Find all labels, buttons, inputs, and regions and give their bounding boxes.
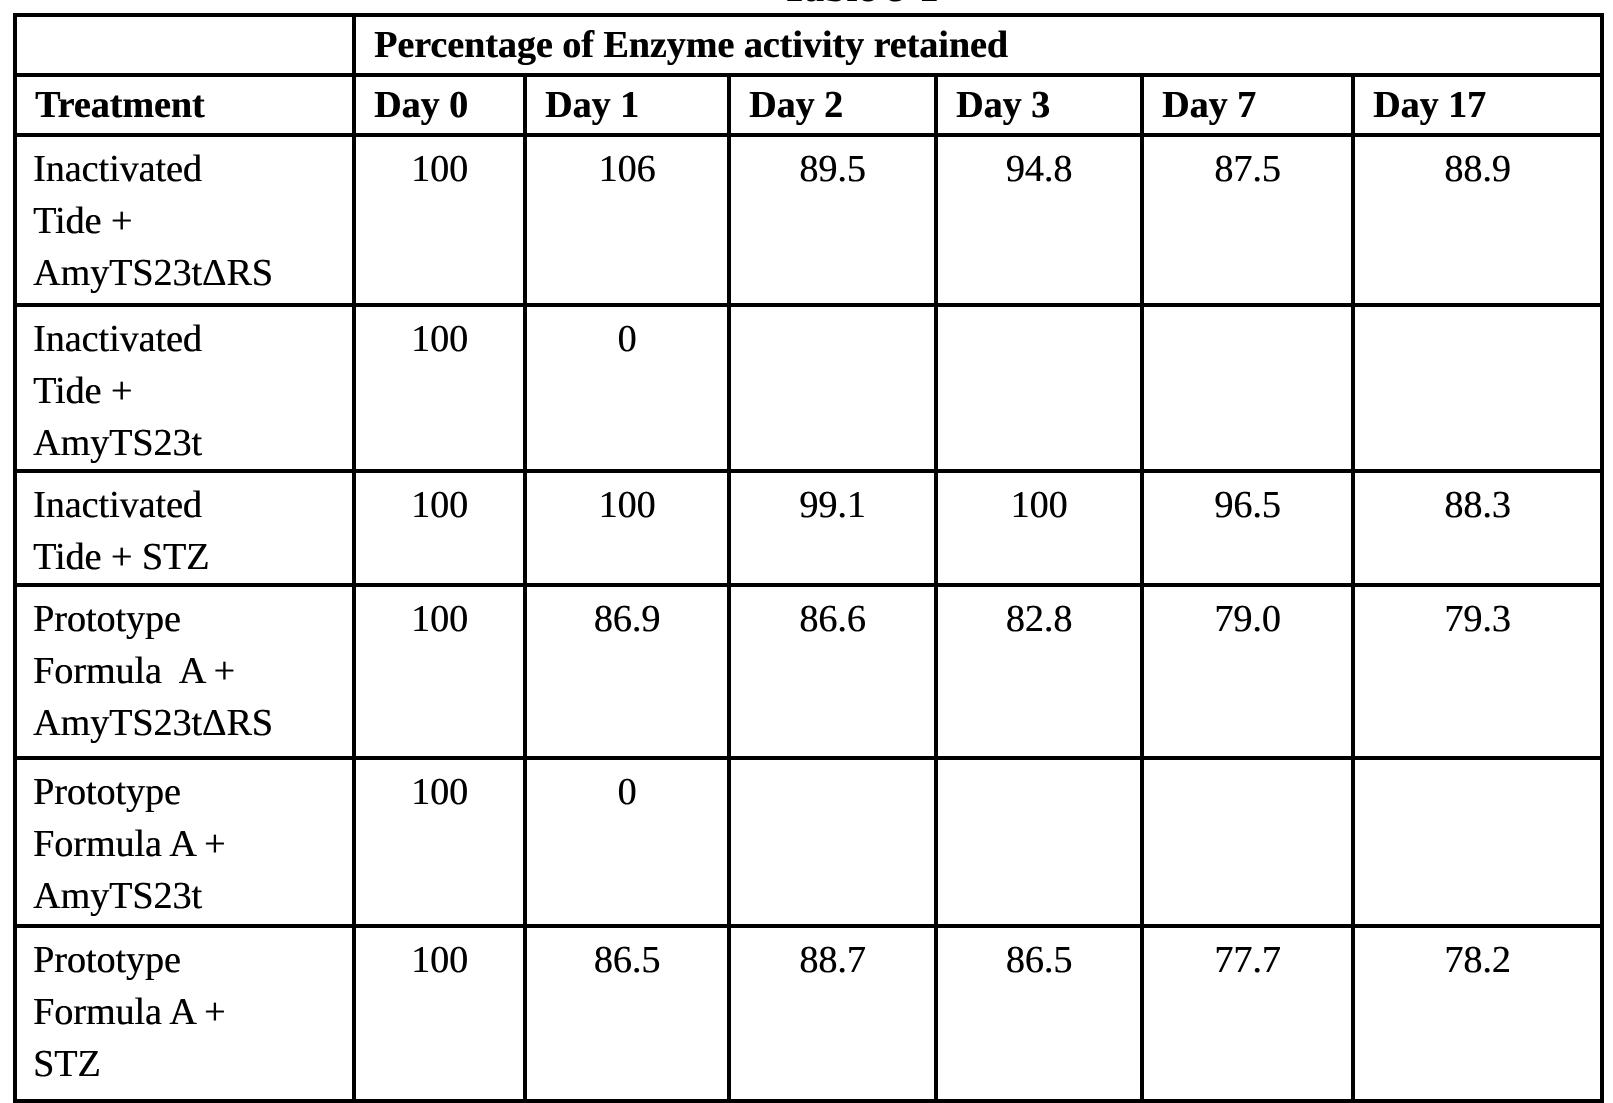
value-cell: 100 — [352, 756, 527, 928]
value-cell: 86.5 — [934, 924, 1144, 1103]
value-cell: 100 — [352, 303, 527, 473]
table-row: Prototype Formula A + AmyTS23tΔRS 100 86… — [13, 583, 1605, 760]
value-cell: 100 — [352, 583, 527, 760]
value-cell — [934, 756, 1144, 928]
value-cell: 100 — [352, 924, 527, 1103]
value-cell: 79.0 — [1140, 583, 1355, 760]
corner-empty-cell — [13, 13, 356, 77]
value-cell — [1350, 756, 1605, 928]
value-cell: 89.5 — [727, 133, 938, 307]
col-header-day-7: Day 7 — [1140, 73, 1355, 137]
enzyme-activity-table: Percentage of Enzyme activity retained T… — [13, 13, 1605, 1103]
value-cell — [727, 303, 938, 473]
value-cell: 94.8 — [934, 133, 1144, 307]
value-cell: 86.9 — [523, 583, 731, 760]
value-cell: 0 — [523, 756, 731, 928]
treatment-cell: Inactivated Tide + STZ — [13, 469, 356, 587]
value-cell: 88.7 — [727, 924, 938, 1103]
value-cell: 100 — [352, 133, 527, 307]
value-cell: 100 — [934, 469, 1144, 587]
col-header-treatment: Treatment — [13, 73, 356, 137]
value-cell: 77.7 — [1140, 924, 1355, 1103]
value-cell — [1140, 303, 1355, 473]
value-cell: 100 — [523, 469, 731, 587]
table-caption-text: Table 8-1 — [730, 0, 990, 10]
value-cell: 100 — [352, 469, 527, 587]
table-caption-clipped: Table 8-1 — [730, 0, 990, 10]
value-cell: 96.5 — [1140, 469, 1355, 587]
treatment-cell: Prototype Formula A + STZ — [13, 924, 356, 1103]
col-header-day-0: Day 0 — [352, 73, 527, 137]
value-cell: 0 — [523, 303, 731, 473]
table-row: Prototype Formula A + STZ 100 86.5 88.7 … — [13, 924, 1605, 1103]
value-cell: 78.2 — [1350, 924, 1605, 1103]
treatment-cell: Prototype Formula A + AmyTS23t — [13, 756, 356, 928]
value-cell: 88.9 — [1350, 133, 1605, 307]
value-cell: 106 — [523, 133, 731, 307]
value-cell — [727, 756, 938, 928]
value-cell — [1350, 303, 1605, 473]
treatment-cell: Inactivated Tide + AmyTS23tΔRS — [13, 133, 356, 307]
value-cell: 86.6 — [727, 583, 938, 760]
value-cell: 82.8 — [934, 583, 1144, 760]
span-header-row: Percentage of Enzyme activity retained — [13, 13, 1605, 77]
treatment-cell: Inactivated Tide + AmyTS23t — [13, 303, 356, 473]
value-cell: 99.1 — [727, 469, 938, 587]
span-header-cell: Percentage of Enzyme activity retained — [351, 13, 1605, 77]
col-header-day-2: Day 2 — [727, 73, 938, 137]
value-cell — [1140, 756, 1355, 928]
col-header-day-17: Day 17 — [1350, 73, 1605, 137]
value-cell: 79.3 — [1350, 583, 1605, 760]
col-header-day-3: Day 3 — [934, 73, 1144, 137]
table-row: Inactivated Tide + AmyTS23t 100 0 — [13, 303, 1605, 473]
table-row: Inactivated Tide + AmyTS23tΔRS 100 106 8… — [13, 133, 1605, 307]
column-header-row: Treatment Day 0 Day 1 Day 2 Day 3 Day 7 … — [13, 73, 1605, 137]
treatment-cell: Prototype Formula A + AmyTS23tΔRS — [13, 583, 356, 760]
value-cell: 87.5 — [1140, 133, 1355, 307]
value-cell: 86.5 — [523, 924, 731, 1103]
col-header-day-1: Day 1 — [523, 73, 731, 137]
value-cell: 88.3 — [1350, 469, 1605, 587]
table-row: Inactivated Tide + STZ 100 100 99.1 100 … — [13, 469, 1605, 587]
table-row: Prototype Formula A + AmyTS23t 100 0 — [13, 756, 1605, 928]
value-cell — [934, 303, 1144, 473]
